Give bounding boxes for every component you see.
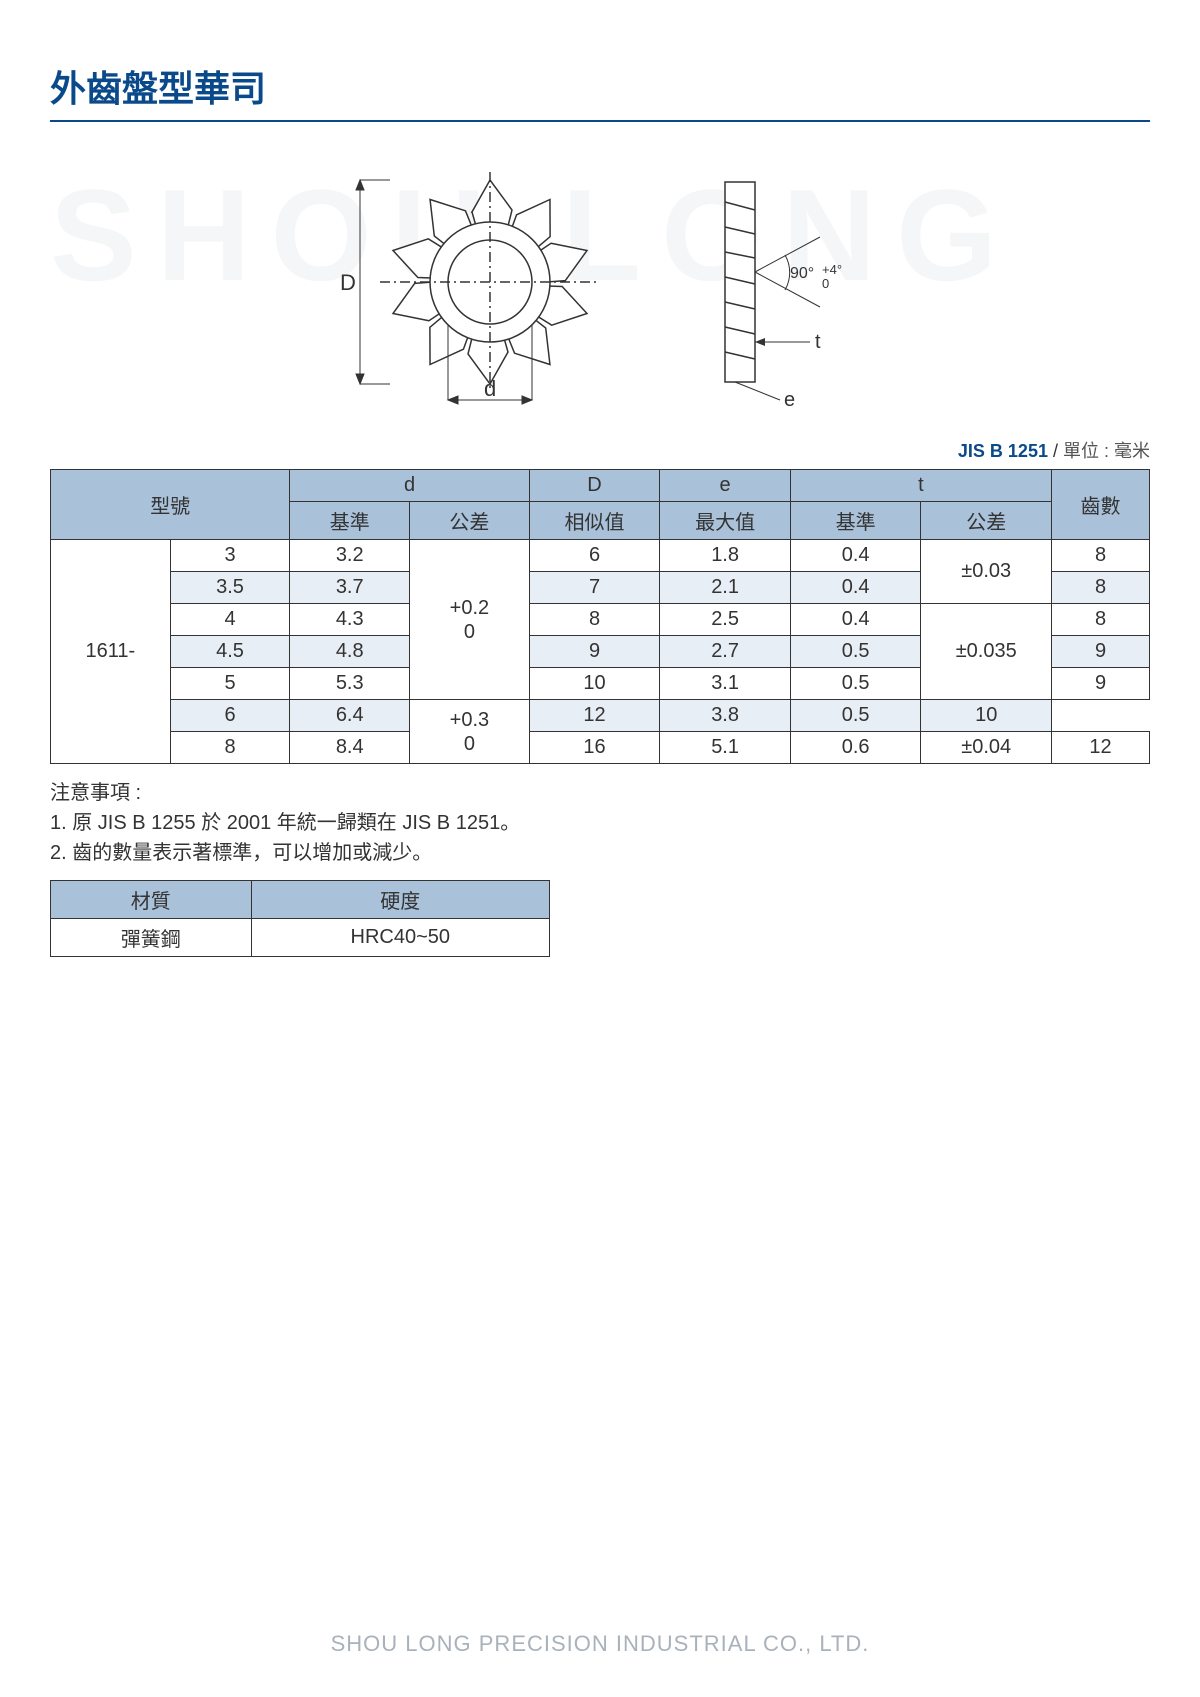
angle-tol-bot: 0 [822, 276, 829, 291]
col-D-approx: 相似值 [529, 502, 660, 540]
dim-label-D: D [340, 270, 356, 295]
cell-d-base: 8.4 [290, 732, 410, 764]
cell-D: 7 [529, 572, 660, 604]
col-d-tol: 公差 [410, 502, 530, 540]
note-1: 1. 原 JIS B 1255 於 2001 年統一歸類在 JIS B 1251… [50, 808, 1150, 838]
cell-teeth: 8 [1052, 540, 1150, 572]
cell-e: 3.8 [660, 700, 791, 732]
cell-t-base: 0.6 [790, 732, 921, 764]
cell-d-base: 5.3 [290, 668, 410, 700]
notes-heading: 注意事項 : [50, 778, 1150, 808]
cell-size: 3.5 [170, 572, 290, 604]
note-2: 2. 齒的數量表示著標準，可以增加或減少。 [50, 838, 1150, 868]
cell-d-base: 6.4 [290, 700, 410, 732]
table-row: 8 8.4 16 5.1 0.6 ±0.04 12 [51, 732, 1150, 764]
spec-line: JIS B 1251 / 單位 : 毫米 [50, 437, 1150, 463]
col-D: D [529, 470, 660, 502]
cell-e: 2.5 [660, 604, 791, 636]
cell-size: 5 [170, 668, 290, 700]
standard-code: JIS B 1251 [958, 441, 1048, 461]
cell-D: 9 [529, 636, 660, 668]
table-row: 1611- 3 3.2 +0.2 0 6 1.8 0.4 ±0.03 8 [51, 540, 1150, 572]
cell-t-base: 0.4 [790, 540, 921, 572]
cell-t-tol-1: ±0.03 [921, 540, 1052, 604]
angle-tol-top: +4° [822, 262, 842, 277]
dim-label-e: e [784, 389, 795, 411]
cell-size: 6 [170, 700, 290, 732]
cell-d-tol-2: +0.3 0 [410, 700, 530, 764]
page-title: 外齒盤型華司 [50, 60, 1150, 112]
cell-D: 10 [529, 668, 660, 700]
cell-e: 5.1 [660, 732, 791, 764]
footer-company: SHOU LONG PRECISION INDUSTRIAL CO., LTD. [0, 1631, 1200, 1657]
col-e-max: 最大值 [660, 502, 791, 540]
cell-size: 4.5 [170, 636, 290, 668]
material-table: 材質 硬度 彈簧鋼 HRC40~50 [50, 880, 550, 957]
spec-sep: / [1048, 441, 1063, 461]
cell-t-base: 0.4 [790, 604, 921, 636]
cell-D: 6 [529, 540, 660, 572]
cell-d-base: 3.7 [290, 572, 410, 604]
cell-d-tol-1: +0.2 0 [410, 540, 530, 700]
col-d-base: 基準 [290, 502, 410, 540]
dim-label-t: t [815, 331, 821, 353]
mat-col-hardness: 硬度 [251, 881, 549, 919]
notes-section: 注意事項 : 1. 原 JIS B 1255 於 2001 年統一歸類在 JIS… [50, 778, 1150, 868]
col-t: t [790, 470, 1051, 502]
table-row: 4 4.3 8 2.5 0.4 ±0.035 8 [51, 604, 1150, 636]
cell-teeth: 9 [1052, 636, 1150, 668]
cell-t-base: 0.5 [790, 668, 921, 700]
cell-D: 12 [529, 700, 660, 732]
cell-d-base: 4.8 [290, 636, 410, 668]
cell-t-base: 0.5 [790, 636, 921, 668]
cell-t-base: 0.4 [790, 572, 921, 604]
cell-t-tol-3: ±0.04 [921, 732, 1052, 764]
cell-t-tol-2: ±0.035 [921, 604, 1052, 700]
technical-diagram: D d 90° [50, 152, 1150, 417]
cell-teeth: 12 [1052, 732, 1150, 764]
cell-t-base: 0.5 [790, 700, 921, 732]
cell-e: 2.7 [660, 636, 791, 668]
unit-label: 單位 : 毫米 [1063, 441, 1150, 461]
model-prefix: 1611- [51, 540, 171, 764]
spec-table: 型號 d D e t 齒數 基準 公差 相似值 最大值 基準 公差 1611- … [50, 469, 1150, 764]
col-e: e [660, 470, 791, 502]
cell-size: 4 [170, 604, 290, 636]
cell-teeth: 10 [921, 700, 1052, 732]
mat-val-material: 彈簧鋼 [51, 919, 252, 957]
d-tol-2-top: +0.3 [416, 708, 523, 732]
mat-val-hardness: HRC40~50 [251, 919, 549, 957]
d-tol-2-bot: 0 [416, 732, 523, 756]
table-row: 6 6.4 +0.3 0 12 3.8 0.5 10 [51, 700, 1150, 732]
col-t-base: 基準 [790, 502, 921, 540]
cell-e: 1.8 [660, 540, 791, 572]
cell-size: 3 [170, 540, 290, 572]
cell-teeth: 8 [1052, 572, 1150, 604]
table-header-row-1: 型號 d D e t 齒數 [51, 470, 1150, 502]
cell-teeth: 9 [1052, 668, 1150, 700]
col-teeth: 齒數 [1052, 470, 1150, 540]
d-tol-1-bot: 0 [416, 620, 523, 644]
cell-size: 8 [170, 732, 290, 764]
d-tol-1-top: +0.2 [416, 596, 523, 620]
dim-label-d: d [484, 376, 496, 401]
mat-col-material: 材質 [51, 881, 252, 919]
cell-d-base: 4.3 [290, 604, 410, 636]
angle-90: 90° [790, 265, 814, 282]
cell-d-base: 3.2 [290, 540, 410, 572]
cell-teeth: 8 [1052, 604, 1150, 636]
cell-D: 8 [529, 604, 660, 636]
col-model: 型號 [51, 470, 290, 540]
cell-e: 2.1 [660, 572, 791, 604]
col-t-tol: 公差 [921, 502, 1052, 540]
cell-D: 16 [529, 732, 660, 764]
title-underline [50, 120, 1150, 122]
col-d: d [290, 470, 529, 502]
cell-e: 3.1 [660, 668, 791, 700]
